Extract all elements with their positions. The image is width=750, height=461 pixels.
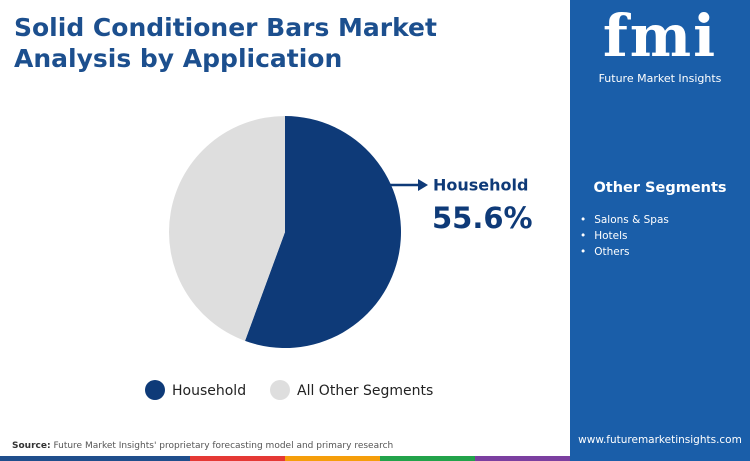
chart-title: Solid Conditioner Bars Market Analysis b… (14, 13, 437, 73)
strip (475, 456, 570, 461)
panel-list: Salons & Spas Hotels Others (580, 214, 669, 262)
legend-swatch (145, 380, 165, 400)
strip (0, 456, 190, 461)
strip (380, 456, 475, 461)
source: Source: Future Market Insights' propriet… (12, 441, 393, 451)
legend-label: All Other Segments (297, 383, 433, 399)
source-text: Future Market Insights' proprietary fore… (53, 441, 394, 451)
strip (285, 456, 380, 461)
strip (190, 456, 285, 461)
chart: Household 55.6% Household All Other Segme… (0, 116, 570, 461)
panel-item: Salons & Spas (580, 214, 669, 226)
legend-swatch (270, 380, 290, 400)
logo: fmi (602, 2, 718, 70)
source-label: Source: (12, 441, 51, 451)
callout-label: Household (433, 176, 528, 195)
brand-name: Future Market Insights (598, 72, 722, 85)
panel-title: Other Segments (593, 180, 727, 196)
side-panel: fmi Future Market Insights Other Segment… (570, 0, 750, 461)
callout-value: 55.6% (432, 201, 533, 235)
website: www.futuremarketinsights.com (578, 434, 742, 446)
panel-item: Others (580, 246, 669, 258)
pie-slice (245, 116, 401, 348)
panel-item: Hotels (580, 230, 669, 242)
legend-label: Household (172, 383, 246, 399)
callout-arrow-head (418, 179, 428, 191)
pie-slice (169, 116, 285, 341)
